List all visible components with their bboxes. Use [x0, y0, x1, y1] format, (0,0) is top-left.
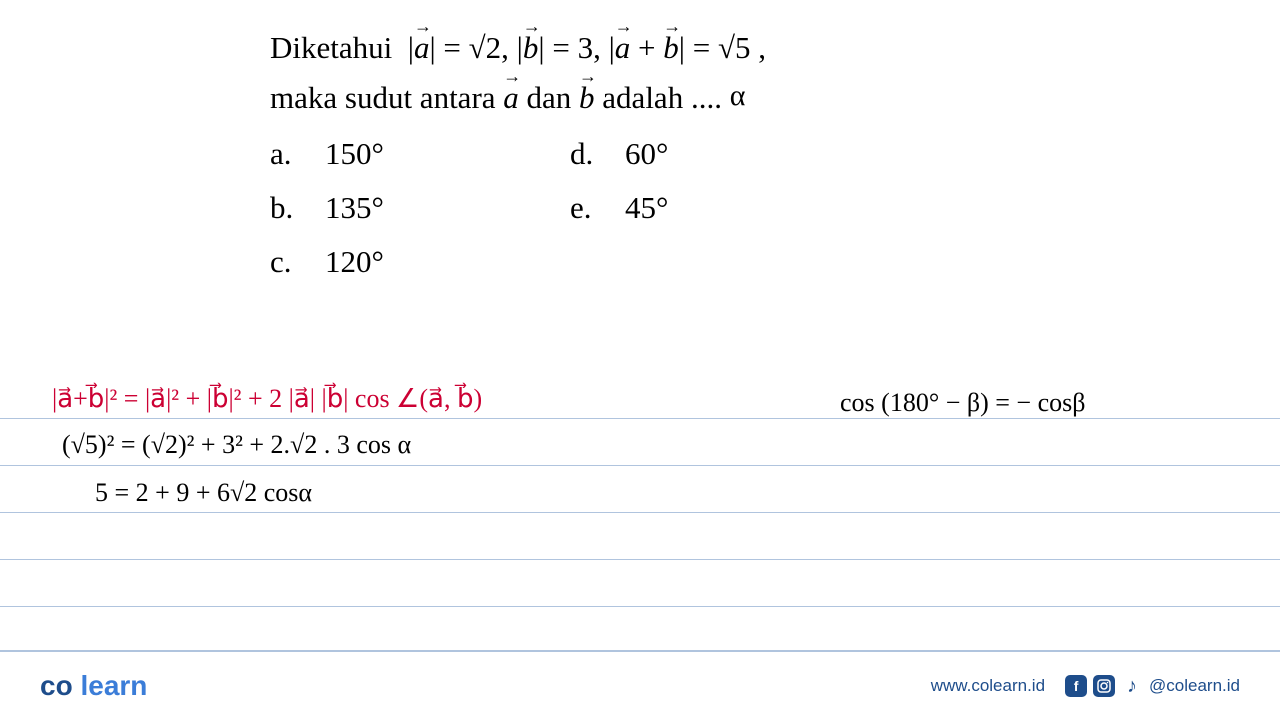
option-c-letter: c.: [270, 244, 325, 280]
social-handle: @colearn.id: [1149, 676, 1240, 696]
instagram-svg: [1097, 679, 1111, 693]
social-block: f ♪ @colearn.id: [1065, 675, 1240, 697]
question-line-2: maka sudut antara a dan b adalah .... α: [270, 80, 1240, 116]
options-block: a. 150° d. 60° b. 135° e. 45°: [270, 136, 1240, 280]
alpha-annotation: α: [730, 79, 746, 112]
website-url: www.colearn.id: [931, 676, 1045, 696]
content-area: Diketahui |a| = √2, |b| = 3, |a + b| = √…: [0, 0, 1280, 280]
notebook-line: [0, 606, 1280, 607]
option-b: b. 135°: [270, 190, 570, 226]
option-row-2: b. 135° e. 45°: [270, 190, 1240, 226]
handwritten-area: |a⃗+b⃗|² = |a⃗|² + |b⃗|² + 2 |a⃗| |b⃗| c…: [0, 370, 1280, 620]
option-e: e. 45°: [570, 190, 668, 226]
option-b-letter: b.: [270, 190, 325, 226]
option-d: d. 60°: [570, 136, 668, 172]
notebook-line: [0, 418, 1280, 419]
footer-right: www.colearn.id f ♪ @colearn.id: [931, 675, 1240, 697]
facebook-icon: f: [1065, 675, 1087, 697]
handwritten-formula-red: |a⃗+b⃗|² = |a⃗|² + |b⃗|² + 2 |a⃗| |b⃗| c…: [52, 384, 482, 414]
notebook-line: [0, 559, 1280, 560]
option-a: a. 150°: [270, 136, 570, 172]
handwritten-line-2: (√5)² = (√2)² + 3² + 2.√2 . 3 cos α: [62, 430, 411, 460]
instagram-icon: [1093, 675, 1115, 697]
question-line-1: Diketahui |a| = √2, |b| = 3, |a + b| = √…: [270, 30, 1240, 66]
option-d-value: 60°: [625, 136, 668, 172]
logo-learn: learn: [73, 670, 148, 701]
option-row-3: c. 120°: [270, 244, 1240, 280]
option-c-value: 120°: [325, 244, 384, 280]
handwritten-line-3: 5 = 2 + 9 + 6√2 cosα: [95, 478, 312, 508]
handwritten-cos-identity: cos (180° − β) = − cosβ: [840, 388, 1085, 418]
logo: co learn: [40, 670, 147, 702]
option-e-value: 45°: [625, 190, 668, 226]
option-e-letter: e.: [570, 190, 625, 226]
logo-co: co: [40, 670, 73, 701]
option-b-value: 135°: [325, 190, 384, 226]
footer: co learn www.colearn.id f ♪ @colearn.id: [0, 650, 1280, 720]
tiktok-icon: ♪: [1121, 675, 1143, 697]
option-a-letter: a.: [270, 136, 325, 172]
notebook-line: [0, 512, 1280, 513]
question-line-2-text: maka sudut antara a dan b adalah ....: [270, 80, 722, 115]
option-a-value: 150°: [325, 136, 384, 172]
option-d-letter: d.: [570, 136, 625, 172]
notebook-line: [0, 465, 1280, 466]
option-c: c. 120°: [270, 244, 570, 280]
option-row-1: a. 150° d. 60°: [270, 136, 1240, 172]
question-block: Diketahui |a| = √2, |b| = 3, |a + b| = √…: [270, 30, 1240, 280]
